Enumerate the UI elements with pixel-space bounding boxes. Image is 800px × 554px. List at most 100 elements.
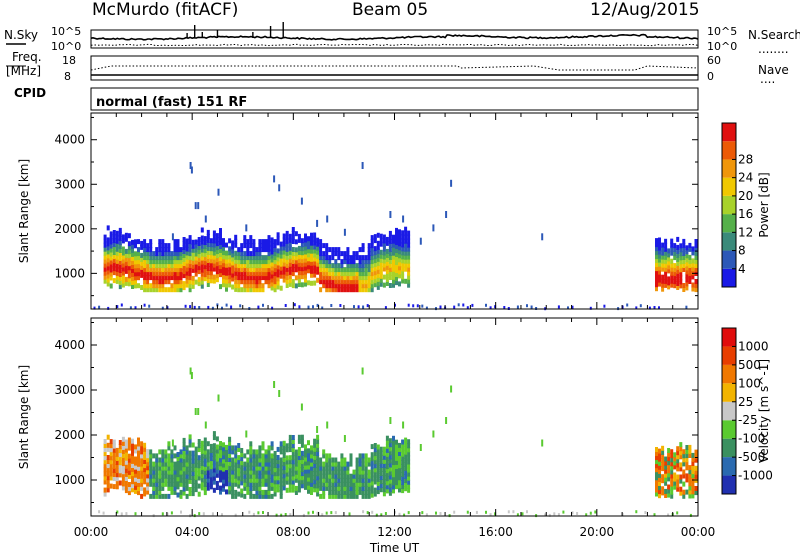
echo-cell: [307, 236, 310, 242]
echo-cell: [209, 262, 213, 268]
echo-cell: [200, 275, 204, 281]
echo-cell: [219, 244, 222, 249]
echo-cell: [146, 279, 150, 285]
echo-cell: [334, 481, 338, 487]
echo-cell: [124, 463, 128, 469]
y-tick-label: 1000: [54, 473, 85, 487]
echo-cell: [679, 255, 683, 261]
echo-cell: [288, 253, 292, 259]
echo-cell: [297, 257, 301, 263]
echo-cell: [234, 473, 238, 479]
echo-cell: [240, 287, 244, 293]
echo-cell: [143, 247, 147, 253]
echo-cell: [197, 443, 201, 449]
echo-cell: [349, 279, 353, 285]
echo-cell: [197, 237, 201, 242]
echo-cell: [297, 237, 301, 243]
echo-cell: [404, 457, 408, 463]
nsky-line: [90, 33, 699, 41]
echo-cell: [140, 469, 144, 475]
echo-cell: [349, 287, 353, 293]
echo-cell: [206, 274, 210, 279]
echo-cell: [685, 249, 689, 255]
echo-cell: [288, 475, 292, 481]
echo-cell: [191, 267, 195, 273]
echo-cell: [404, 242, 408, 248]
echo-cell: [258, 239, 262, 245]
echo-cell: [249, 235, 253, 241]
echo-cell: [167, 441, 171, 447]
echo-cell: [121, 262, 125, 268]
echo-cell: [255, 279, 259, 285]
echo-cell: [161, 263, 165, 269]
echo-cell: [115, 451, 119, 457]
echo-cell: [273, 475, 277, 481]
nearrange-cell: [93, 306, 96, 310]
echo-cell: [285, 254, 289, 260]
echo-cell: [385, 456, 389, 461]
echo-cell: [691, 250, 695, 256]
echo-cell: [255, 267, 259, 273]
echo-cell: [185, 274, 189, 280]
echo-cell: [304, 448, 307, 454]
echo-cell: [322, 271, 326, 277]
echo-cell: [392, 262, 395, 268]
echo-cell: [392, 488, 395, 494]
echo-cell: [670, 457, 674, 463]
echo-cell: [237, 263, 241, 269]
echo-cell: [358, 461, 362, 467]
echo-cell: [155, 457, 159, 463]
echo-cell: [140, 461, 144, 467]
echo-cell: [349, 275, 353, 281]
echo-cell: [258, 485, 262, 491]
nearrange-cell: [594, 510, 597, 514]
echo-cell: [222, 474, 225, 480]
scatter-cell: [541, 439, 544, 447]
echo-cell: [294, 461, 298, 467]
echo-cell: [340, 283, 344, 289]
echo-cell: [319, 279, 323, 285]
nearrange-cell: [462, 303, 465, 307]
echo-cell: [316, 479, 320, 485]
nearrange-cell: [193, 305, 196, 309]
echo-cell: [673, 476, 677, 482]
echo-cell: [676, 462, 680, 468]
echo-cell: [282, 237, 286, 243]
echo-cell: [685, 489, 689, 495]
echo-cell: [343, 251, 347, 257]
echo-cell: [109, 259, 113, 265]
echo-cell: [688, 477, 692, 483]
echo-cell: [331, 275, 335, 281]
echo-cell: [388, 446, 392, 452]
echo-cell: [243, 461, 247, 467]
echo-cell: [349, 485, 353, 491]
echo-cell: [158, 239, 162, 245]
nearrange-cell: [262, 511, 264, 514]
echo-cell: [349, 267, 353, 273]
echo-cell: [194, 462, 198, 468]
echo-cell: [373, 282, 377, 288]
nearrange-cell: [316, 303, 319, 307]
echo-cell: [167, 275, 171, 281]
echo-cell: [158, 461, 162, 467]
nearrange-cell: [230, 305, 233, 309]
echo-cell: [407, 230, 411, 236]
echo-cell: [370, 251, 374, 257]
echo-cell: [185, 457, 189, 463]
echo-cell: [158, 247, 162, 253]
echo-cell: [670, 242, 674, 248]
echo-cell: [655, 471, 658, 477]
echo-cell: [164, 473, 168, 479]
nearrange-cell: [676, 511, 679, 515]
echo-cell: [346, 461, 350, 467]
echo-cell: [240, 247, 244, 253]
echo-cell: [240, 476, 244, 482]
echo-cell: [115, 274, 119, 280]
echo-cell: [370, 460, 374, 466]
echo-cell: [655, 459, 658, 465]
echo-cell: [673, 263, 677, 269]
echo-cell: [322, 489, 326, 495]
echo-cell: [679, 450, 683, 456]
echo-cell: [655, 491, 658, 497]
nearrange-cell: [102, 511, 105, 515]
